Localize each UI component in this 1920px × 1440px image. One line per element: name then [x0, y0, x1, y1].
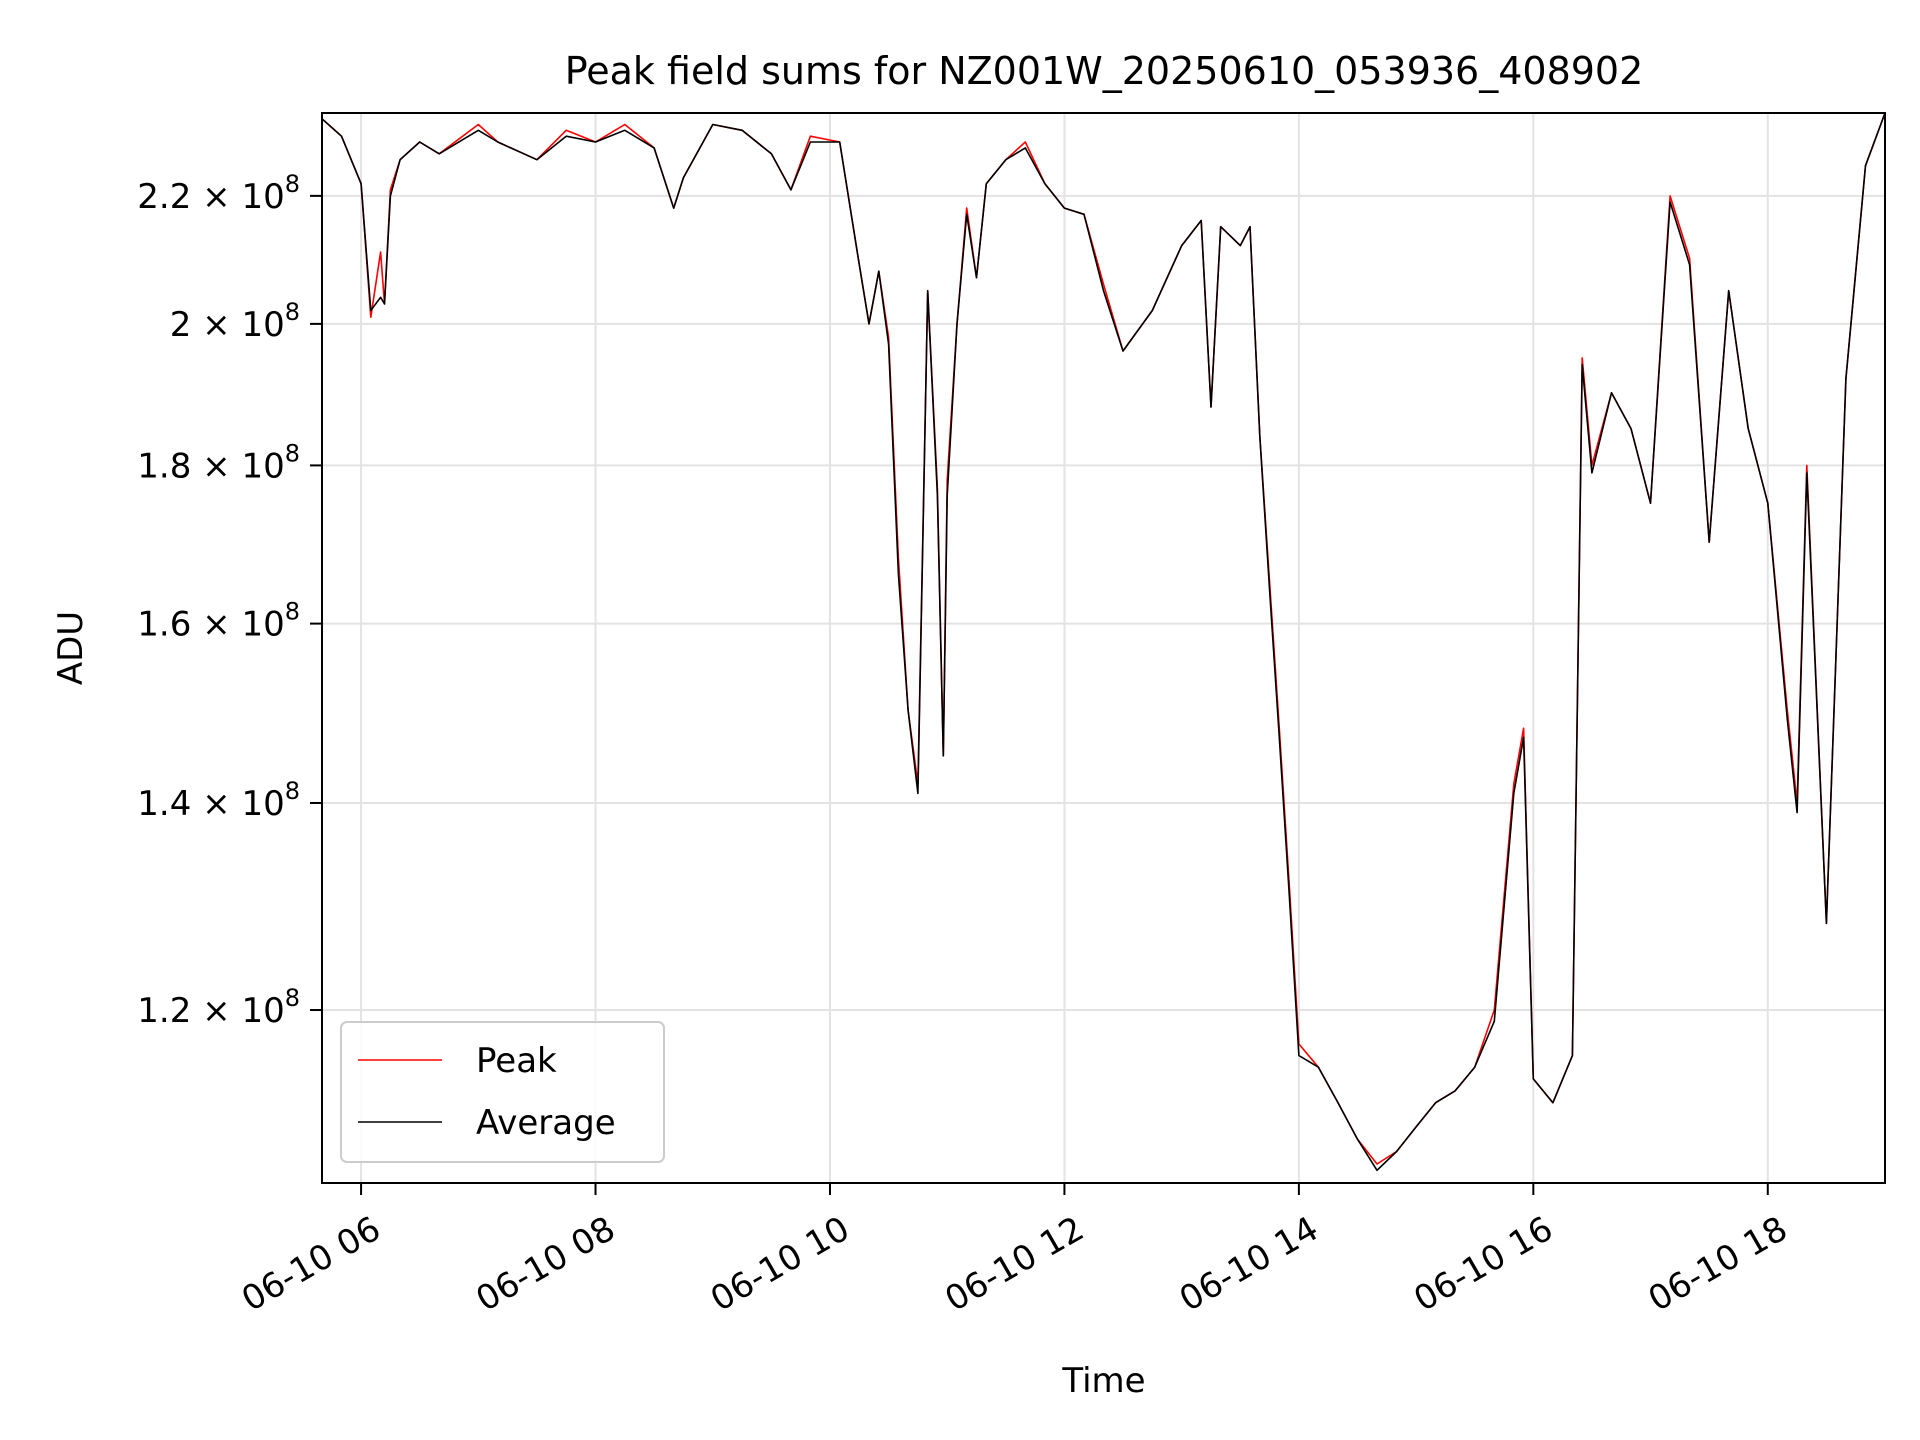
y-axis: 1.2 × 108 1.4 × 108 1.6 × 108 1.8 × 108 2 × …: [137, 170, 322, 1031]
legend-label-average: Average: [476, 1103, 616, 1143]
series-line-average: [321, 112, 1886, 1172]
plot-area: [321, 112, 1886, 1184]
y-tick-label: 2.2 × 108: [137, 170, 300, 217]
legend-box: [340, 1021, 665, 1163]
y-tick-label: 1.6 × 108: [137, 598, 300, 645]
series-lines: [321, 112, 1886, 1172]
y-tick-label: 1.4 × 108: [137, 777, 300, 824]
plot-frame: [321, 112, 1886, 1184]
y-axis-label: ADU: [51, 611, 91, 685]
y-tick-label: 2 × 108: [170, 298, 300, 345]
x-axis-label: Time: [1061, 1361, 1145, 1401]
legend-label-peak: Peak: [476, 1041, 557, 1081]
legend: Peak Average: [340, 1021, 665, 1163]
chart-title: Peak field sums for NZ001W_20250610_0539…: [565, 49, 1644, 93]
y-tick-label: 1.8 × 108: [137, 439, 300, 486]
grid-lines: [322, 113, 1885, 1183]
y-tick-label: 1.2 × 108: [137, 984, 300, 1031]
